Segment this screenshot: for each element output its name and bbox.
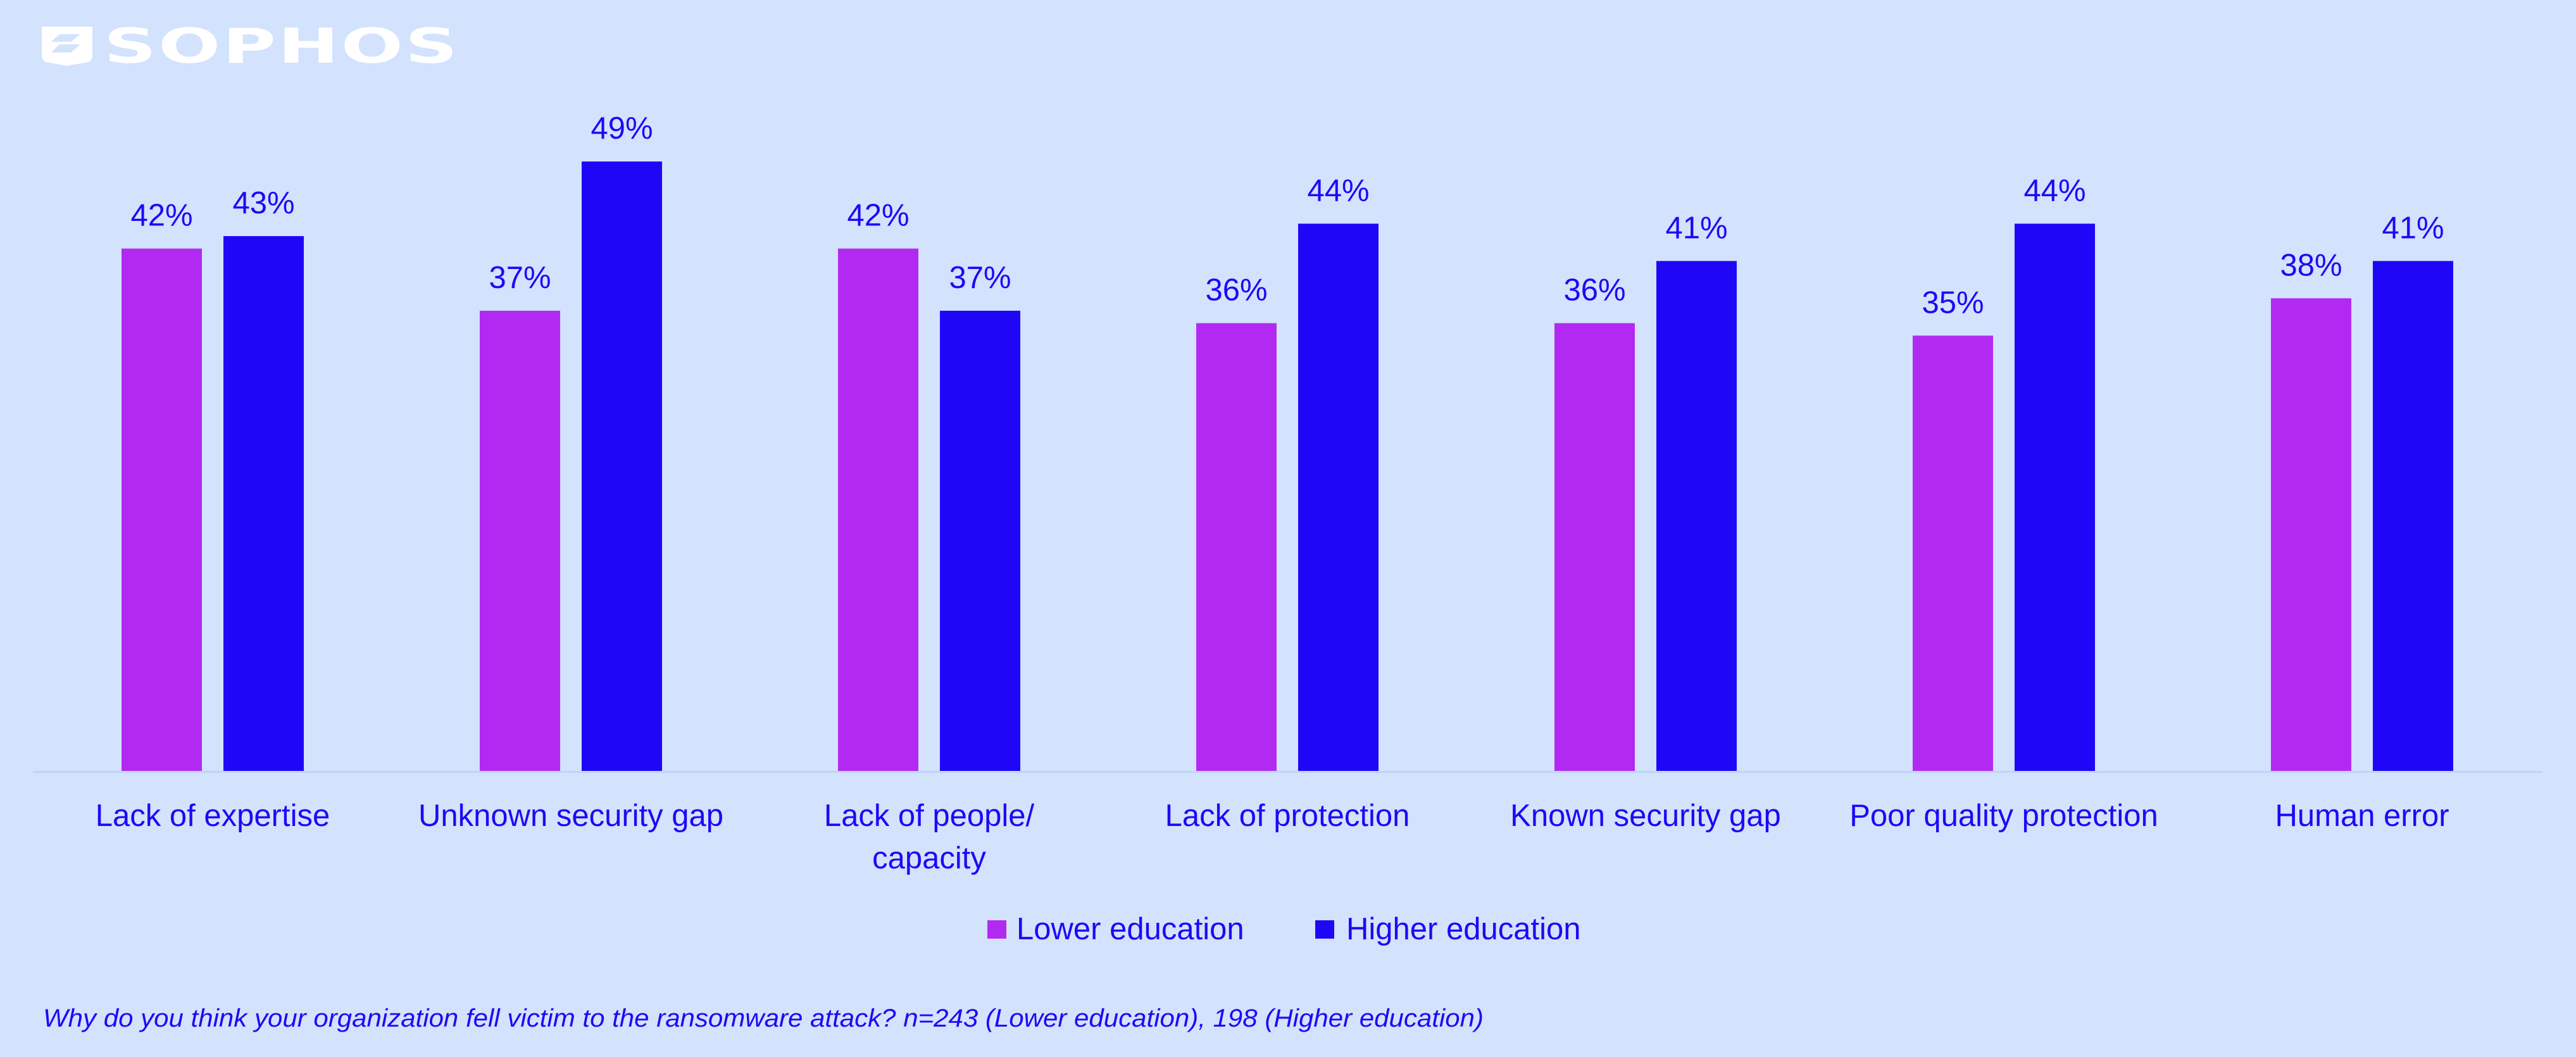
category-labels: Lack of expertise Unknown security gap Lac… xyxy=(96,799,2449,875)
legend-item-higher-education[interactable]: Higher education xyxy=(1315,912,1580,946)
category-label-poor-quality-protection: Poor quality protection xyxy=(1849,799,2158,833)
bar-lower-education-human-error xyxy=(2271,298,2351,771)
value-label-lower-education-known-security-gap: 36% xyxy=(1563,273,1625,308)
bar-higher-education-lack-of-protection xyxy=(1298,223,1379,771)
category-label-unknown-security-gap: Unknown security gap xyxy=(418,799,723,833)
legend-swatch-higher-education xyxy=(1315,920,1334,939)
category-label-line: capacity xyxy=(872,841,986,875)
legend: Lower education Higher education xyxy=(987,912,1580,946)
category-label-line: Lack of people/ xyxy=(824,799,1035,833)
value-label-lower-education-lack-of-expertise: 42% xyxy=(130,199,192,233)
value-label-lower-education-lack-of-protection: 36% xyxy=(1205,273,1267,308)
category-label-line: Known security gap xyxy=(1510,799,1781,833)
category-label-line: Lack of protection xyxy=(1165,799,1410,833)
category-label-line: Unknown security gap xyxy=(418,799,723,833)
sophos-logo: SOPHOS xyxy=(41,18,465,74)
legend-label-higher-education: Higher education xyxy=(1346,912,1580,946)
category-label-line: Lack of expertise xyxy=(96,799,330,833)
value-label-higher-education-lack-of-people-capacity: 37% xyxy=(949,261,1011,295)
category-label-known-security-gap: Known security gap xyxy=(1510,799,1781,833)
value-label-lower-education-unknown-security-gap: 37% xyxy=(489,261,551,295)
value-label-higher-education-human-error: 41% xyxy=(2382,211,2444,245)
shield-icon xyxy=(42,27,92,66)
bar-higher-education-known-security-gap xyxy=(1656,261,1737,772)
bar-lower-education-poor-quality-protection xyxy=(1913,335,1993,771)
bar-lower-education-unknown-security-gap xyxy=(480,310,560,771)
category-label-line: Human error xyxy=(2275,799,2449,833)
bar-higher-education-unknown-security-gap xyxy=(582,161,662,771)
value-label-lower-education-lack-of-people-capacity: 42% xyxy=(847,199,909,233)
bar-lower-education-lack-of-people-capacity xyxy=(838,248,918,771)
category-label-lack-of-expertise: Lack of expertise xyxy=(96,799,330,833)
value-label-higher-education-poor-quality-protection: 44% xyxy=(2023,173,2085,208)
bar-lower-education-lack-of-expertise xyxy=(122,248,202,771)
category-label-human-error: Human error xyxy=(2275,799,2449,833)
bars-layer xyxy=(122,161,2453,772)
category-label-line: Poor quality protection xyxy=(1849,799,2158,833)
footnote: Why do you think your organization fell … xyxy=(43,1004,1484,1032)
bar-higher-education-poor-quality-protection xyxy=(2015,223,2095,771)
bar-lower-education-lack-of-protection xyxy=(1196,323,1277,772)
brand-name: SOPHOS xyxy=(104,18,460,74)
bar-higher-education-lack-of-people-capacity xyxy=(940,310,1020,771)
legend-item-lower-education[interactable]: Lower education xyxy=(987,912,1244,946)
category-label-lack-of-people-capacity: Lack of people/capacity xyxy=(824,799,1035,875)
value-label-lower-education-poor-quality-protection: 35% xyxy=(1922,285,1984,320)
bar-lower-education-known-security-gap xyxy=(1554,323,1635,772)
legend-label-lower-education: Lower education xyxy=(1016,912,1244,946)
value-label-lower-education-human-error: 38% xyxy=(2280,248,2342,282)
legend-swatch-lower-education xyxy=(987,920,1006,939)
value-label-higher-education-lack-of-protection: 44% xyxy=(1307,173,1369,208)
value-label-higher-education-lack-of-expertise: 43% xyxy=(232,186,294,220)
category-label-lack-of-protection: Lack of protection xyxy=(1165,799,1410,833)
bar-value-labels: 42% 43% 37% 49% 42% 37% 36% 44% 36% 41% 35% 44% 38% 4… xyxy=(130,111,2444,320)
value-label-higher-education-known-security-gap: 41% xyxy=(1665,211,1727,245)
bar-higher-education-human-error xyxy=(2373,261,2453,772)
value-label-higher-education-unknown-security-gap: 49% xyxy=(591,111,653,146)
bar-higher-education-lack-of-expertise xyxy=(223,236,304,771)
